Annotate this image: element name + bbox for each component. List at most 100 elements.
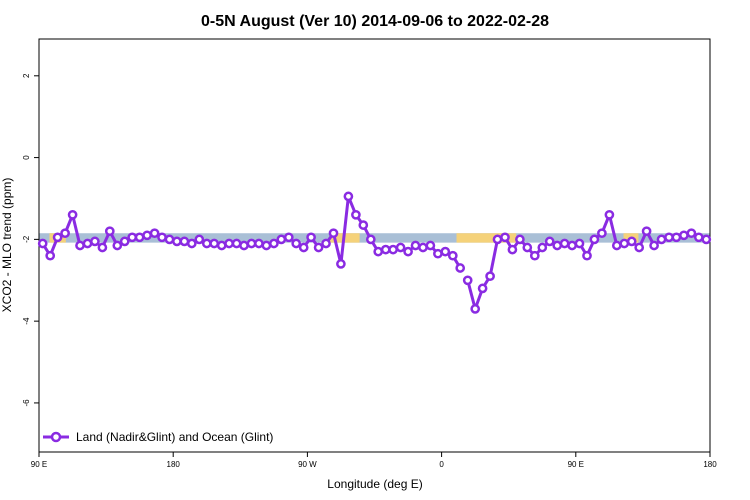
- data-point-19: [179, 236, 190, 247]
- data-point-23: [209, 238, 220, 249]
- data-point-14: [142, 230, 152, 241]
- data-point-40: [336, 259, 346, 269]
- data-point-50: [410, 240, 421, 251]
- x-tick-label-0: 90 E: [31, 460, 47, 469]
- data-point-37: [313, 242, 324, 253]
- data-point-59: [477, 283, 488, 294]
- data-point-64: [515, 234, 525, 245]
- data-point-69: [552, 240, 563, 251]
- data-point-26: [231, 238, 242, 249]
- data-point-8: [97, 242, 108, 253]
- data-point-27: [239, 240, 249, 251]
- data-point-80: [634, 242, 645, 253]
- data-point-5: [75, 240, 85, 251]
- data-point-18: [172, 236, 182, 247]
- data-point-1: [45, 250, 56, 261]
- data-point-35: [298, 242, 309, 253]
- data-point-44: [365, 234, 376, 245]
- data-point-29: [254, 238, 264, 249]
- data-point-45: [373, 246, 384, 257]
- data-point-10: [112, 240, 123, 251]
- y-tick-label-4: -6: [22, 399, 31, 407]
- legend: Land (Nadir&Glint) and Ocean (Glint): [43, 430, 273, 444]
- data-point-72: [574, 238, 585, 249]
- data-point-48: [395, 242, 406, 253]
- data-point-46: [380, 244, 391, 255]
- data-point-41: [343, 191, 354, 202]
- x-tick-label-1: 180: [167, 460, 181, 469]
- y-tick-label-3: -4: [22, 317, 31, 325]
- data-point-31: [269, 238, 279, 249]
- data-point-20: [186, 238, 197, 249]
- data-point-81: [641, 226, 652, 237]
- data-point-51: [418, 242, 428, 253]
- y-tick-label-1: 0: [22, 155, 31, 160]
- data-point-74: [589, 234, 600, 245]
- data-point-60: [485, 271, 495, 282]
- data-point-85: [671, 232, 682, 243]
- y-axis: 2 0 -2 -4 -6: [22, 73, 39, 406]
- data-point-70: [559, 238, 570, 249]
- data-point-89: [701, 234, 712, 245]
- data-point-66: [529, 250, 540, 261]
- band-land-2: [456, 233, 517, 243]
- data-point-3: [60, 228, 70, 239]
- data-point-65: [522, 242, 533, 253]
- data-point-58: [470, 304, 481, 314]
- data-point-13: [134, 232, 145, 243]
- data-point-77: [611, 240, 622, 251]
- data-point-71: [567, 240, 577, 251]
- data-point-47: [388, 244, 398, 255]
- x-axis: 90 E 180 90 W 0 90 E 180: [31, 452, 717, 469]
- legend-label: Land (Nadir&Glint) and Ocean (Glint): [76, 430, 273, 444]
- data-point-30: [261, 240, 272, 251]
- chart-title: 0-5N August (Ver 10) 2014-09-06 to 2022-…: [201, 13, 549, 30]
- data-point-75: [597, 228, 607, 239]
- y-tick-label-0: 2: [22, 73, 31, 78]
- data-point-6: [82, 238, 93, 249]
- data-point-33: [283, 232, 294, 243]
- x-tick-label-4: 90 E: [568, 460, 584, 469]
- series-line-0-segment-2: [466, 213, 707, 311]
- data-point-32: [276, 234, 287, 245]
- series-layer: [37, 191, 712, 314]
- data-point-55: [447, 250, 458, 261]
- data-point-9: [104, 226, 115, 237]
- data-point-49: [403, 246, 413, 257]
- legend-marker-swatch: [50, 431, 62, 443]
- x-tick-label-2: 90 W: [298, 460, 317, 469]
- data-point-57: [462, 275, 473, 286]
- data-point-15: [149, 228, 160, 239]
- data-point-62: [500, 232, 510, 243]
- data-point-83: [656, 234, 667, 245]
- data-point-78: [619, 238, 630, 249]
- x-tick-label-3: 0: [439, 460, 444, 469]
- data-point-0: [37, 238, 48, 249]
- data-point-28: [246, 238, 257, 249]
- data-point-11: [119, 236, 130, 247]
- data-point-79: [626, 236, 637, 247]
- data-point-43: [358, 220, 369, 230]
- data-point-12: [127, 232, 138, 243]
- data-point-21: [194, 234, 205, 245]
- data-point-86: [679, 230, 689, 241]
- data-point-68: [544, 236, 555, 247]
- x-axis-label: Longitude (deg E): [327, 477, 422, 491]
- x-tick-label-5: 180: [703, 460, 717, 469]
- y-axis-label: XCO2 - MLO trend (ppm): [0, 178, 14, 313]
- data-point-63: [507, 244, 518, 255]
- data-point-36: [306, 232, 316, 243]
- data-point-73: [582, 250, 592, 261]
- data-point-84: [664, 232, 674, 243]
- data-point-54: [440, 246, 451, 257]
- data-point-7: [90, 236, 100, 247]
- data-point-38: [321, 238, 331, 249]
- data-point-61: [492, 234, 503, 245]
- data-point-17: [164, 234, 175, 245]
- data-point-24: [216, 240, 227, 251]
- data-point-76: [604, 209, 615, 220]
- data-point-4: [67, 209, 78, 220]
- data-point-52: [425, 240, 436, 251]
- data-point-56: [455, 263, 466, 273]
